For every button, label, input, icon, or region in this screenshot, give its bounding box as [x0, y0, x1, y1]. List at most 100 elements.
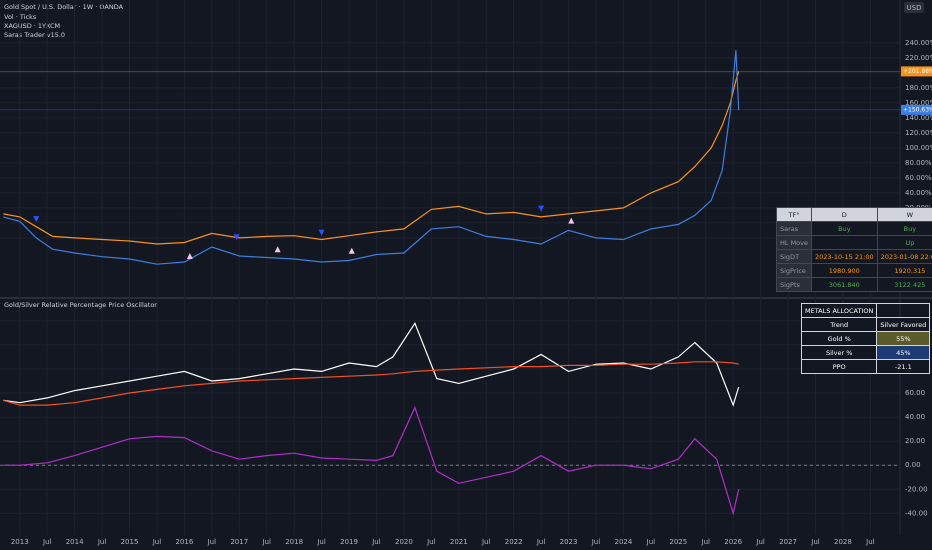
- x-tick-label: Jul: [591, 538, 601, 546]
- x-tick-label: 2024: [615, 538, 633, 546]
- x-tick-label: Jul: [152, 538, 162, 546]
- table-cell: SigPrice: [775, 263, 813, 278]
- x-tick-label: Jul: [536, 538, 546, 546]
- y-tick-label: 180.00%: [905, 84, 932, 92]
- table-cell: [811, 235, 878, 250]
- x-tick-label: 2014: [66, 538, 84, 546]
- table-cell: METALS ALLOCATION: [800, 303, 878, 318]
- table-cell: Silver %: [800, 345, 878, 360]
- table-cell: HL Move: [775, 235, 813, 250]
- table-row: Trend Silver Favored: [800, 317, 931, 332]
- table-cell: Buy: [876, 221, 932, 236]
- x-tick-label: 2025: [669, 538, 687, 546]
- table-row: TF° D W: [775, 207, 932, 222]
- x-tick-label: Jul: [426, 538, 436, 546]
- y-tick-label: 120.00%: [905, 129, 932, 137]
- x-tick-label: Jul: [646, 538, 656, 546]
- table-cell: -21.1: [876, 359, 931, 374]
- indicator-name: XAGUSD · 1YXCM: [4, 22, 60, 30]
- table-cell: 55%: [876, 331, 931, 346]
- signal-marker: [186, 252, 193, 259]
- pane-title: Gold/Silver Relative Percentage Price Os…: [4, 301, 157, 309]
- table-row: Saras Buy Buy: [775, 221, 932, 236]
- table-cell: Gold %: [800, 331, 878, 346]
- y-tick-label: 240.00%: [905, 39, 932, 47]
- currency-box[interactable]: [904, 2, 924, 13]
- table-cell: Up: [876, 235, 932, 250]
- x-tick-label: 2026: [724, 538, 742, 546]
- x-tick-label: Jul: [42, 538, 52, 546]
- table-row: PPO -21.1: [800, 359, 931, 374]
- x-tick-label: 2017: [230, 538, 248, 546]
- table-row: METALS ALLOCATION: [800, 303, 931, 318]
- signal-table: TF° D W Saras Buy Buy HL Move Up SigDT 2023-10-15…: [775, 207, 932, 292]
- table-cell: 3122.425: [876, 277, 932, 292]
- allocation-table: METALS ALLOCATION Trend Silver Favored Gold…: [800, 303, 931, 374]
- table-cell: Silver Favored: [876, 317, 931, 332]
- signal-marker: [318, 229, 325, 236]
- series-line: [3, 71, 740, 245]
- table-cell: 45%: [876, 345, 931, 360]
- signal-marker: [233, 234, 240, 241]
- signal-marker: [33, 216, 40, 223]
- series-line: [3, 361, 739, 406]
- signal-marker: [538, 205, 545, 212]
- x-tick-label: 2023: [560, 538, 578, 546]
- x-tick-label: Jul: [755, 538, 765, 546]
- y-tick-label: -20.00: [905, 485, 928, 493]
- y-tick-label: 60.00%: [905, 174, 932, 182]
- table-cell: 3061.840: [811, 277, 878, 292]
- currency[interactable]: USD: [907, 4, 922, 12]
- table-row: Gold % 55%: [800, 331, 931, 346]
- table-cell: PPO: [800, 359, 878, 374]
- signal-marker: [568, 217, 575, 224]
- x-tick-label: Jul: [371, 538, 381, 546]
- table-row: SigPrice 1980.900 1920.315: [775, 263, 932, 278]
- table-cell: Saras: [775, 221, 813, 236]
- x-tick-label: Jul: [316, 538, 326, 546]
- x-tick-label: 2018: [285, 538, 303, 546]
- table-cell: [876, 303, 931, 318]
- x-tick-label: Jul: [810, 538, 820, 546]
- price-label-box: [901, 104, 932, 115]
- x-tick-label: 2019: [340, 538, 358, 546]
- table-row: SigPts 3061.840 3122.425: [775, 277, 932, 292]
- table-cell: SigDT: [775, 249, 813, 264]
- table-row: Silver % 45%: [800, 345, 931, 360]
- y-tick-label: 100.00%: [905, 144, 932, 152]
- x-tick-label: 2016: [175, 538, 193, 546]
- grid: [0, 0, 900, 535]
- table-cell: TF°: [775, 207, 813, 222]
- y-tick-label: 140.00%: [905, 114, 932, 122]
- x-tick-label: 2021: [450, 538, 468, 546]
- x-tick-label: 2022: [505, 538, 523, 546]
- indicator-name: Saras Trader v15.0: [4, 31, 65, 39]
- x-tick-label: Jul: [865, 538, 875, 546]
- y-tick-label: 40.00%: [905, 189, 932, 197]
- signal-marker: [274, 246, 281, 253]
- x-tick-label: 2013: [11, 538, 29, 546]
- price-label: +150.63%: [903, 106, 932, 113]
- table-row: HL Move Up: [775, 235, 932, 250]
- x-tick-label: Jul: [481, 538, 491, 546]
- x-tick-label: Jul: [701, 538, 711, 546]
- price-label: +201.88%: [903, 68, 932, 75]
- x-tick-label: Jul: [261, 538, 271, 546]
- y-tick-label: 40.00: [905, 413, 925, 421]
- series-line: [3, 405, 740, 516]
- series-line: [3, 322, 740, 407]
- table-cell: D: [811, 207, 878, 222]
- table-cell: 2023-01-08 22:00: [876, 249, 932, 264]
- table-cell: 2023-10-15 21:00: [811, 249, 878, 264]
- x-tick-label: 2027: [779, 538, 797, 546]
- table-cell: 1980.900: [811, 263, 878, 278]
- y-tick-label: 20.00: [905, 437, 925, 445]
- x-tick-label: Jul: [207, 538, 217, 546]
- table-cell: 1920.315: [876, 263, 932, 278]
- series-line: [3, 50, 740, 265]
- y-tick-label: -40.00: [905, 509, 928, 517]
- y-tick-label: 160.00%: [905, 99, 932, 107]
